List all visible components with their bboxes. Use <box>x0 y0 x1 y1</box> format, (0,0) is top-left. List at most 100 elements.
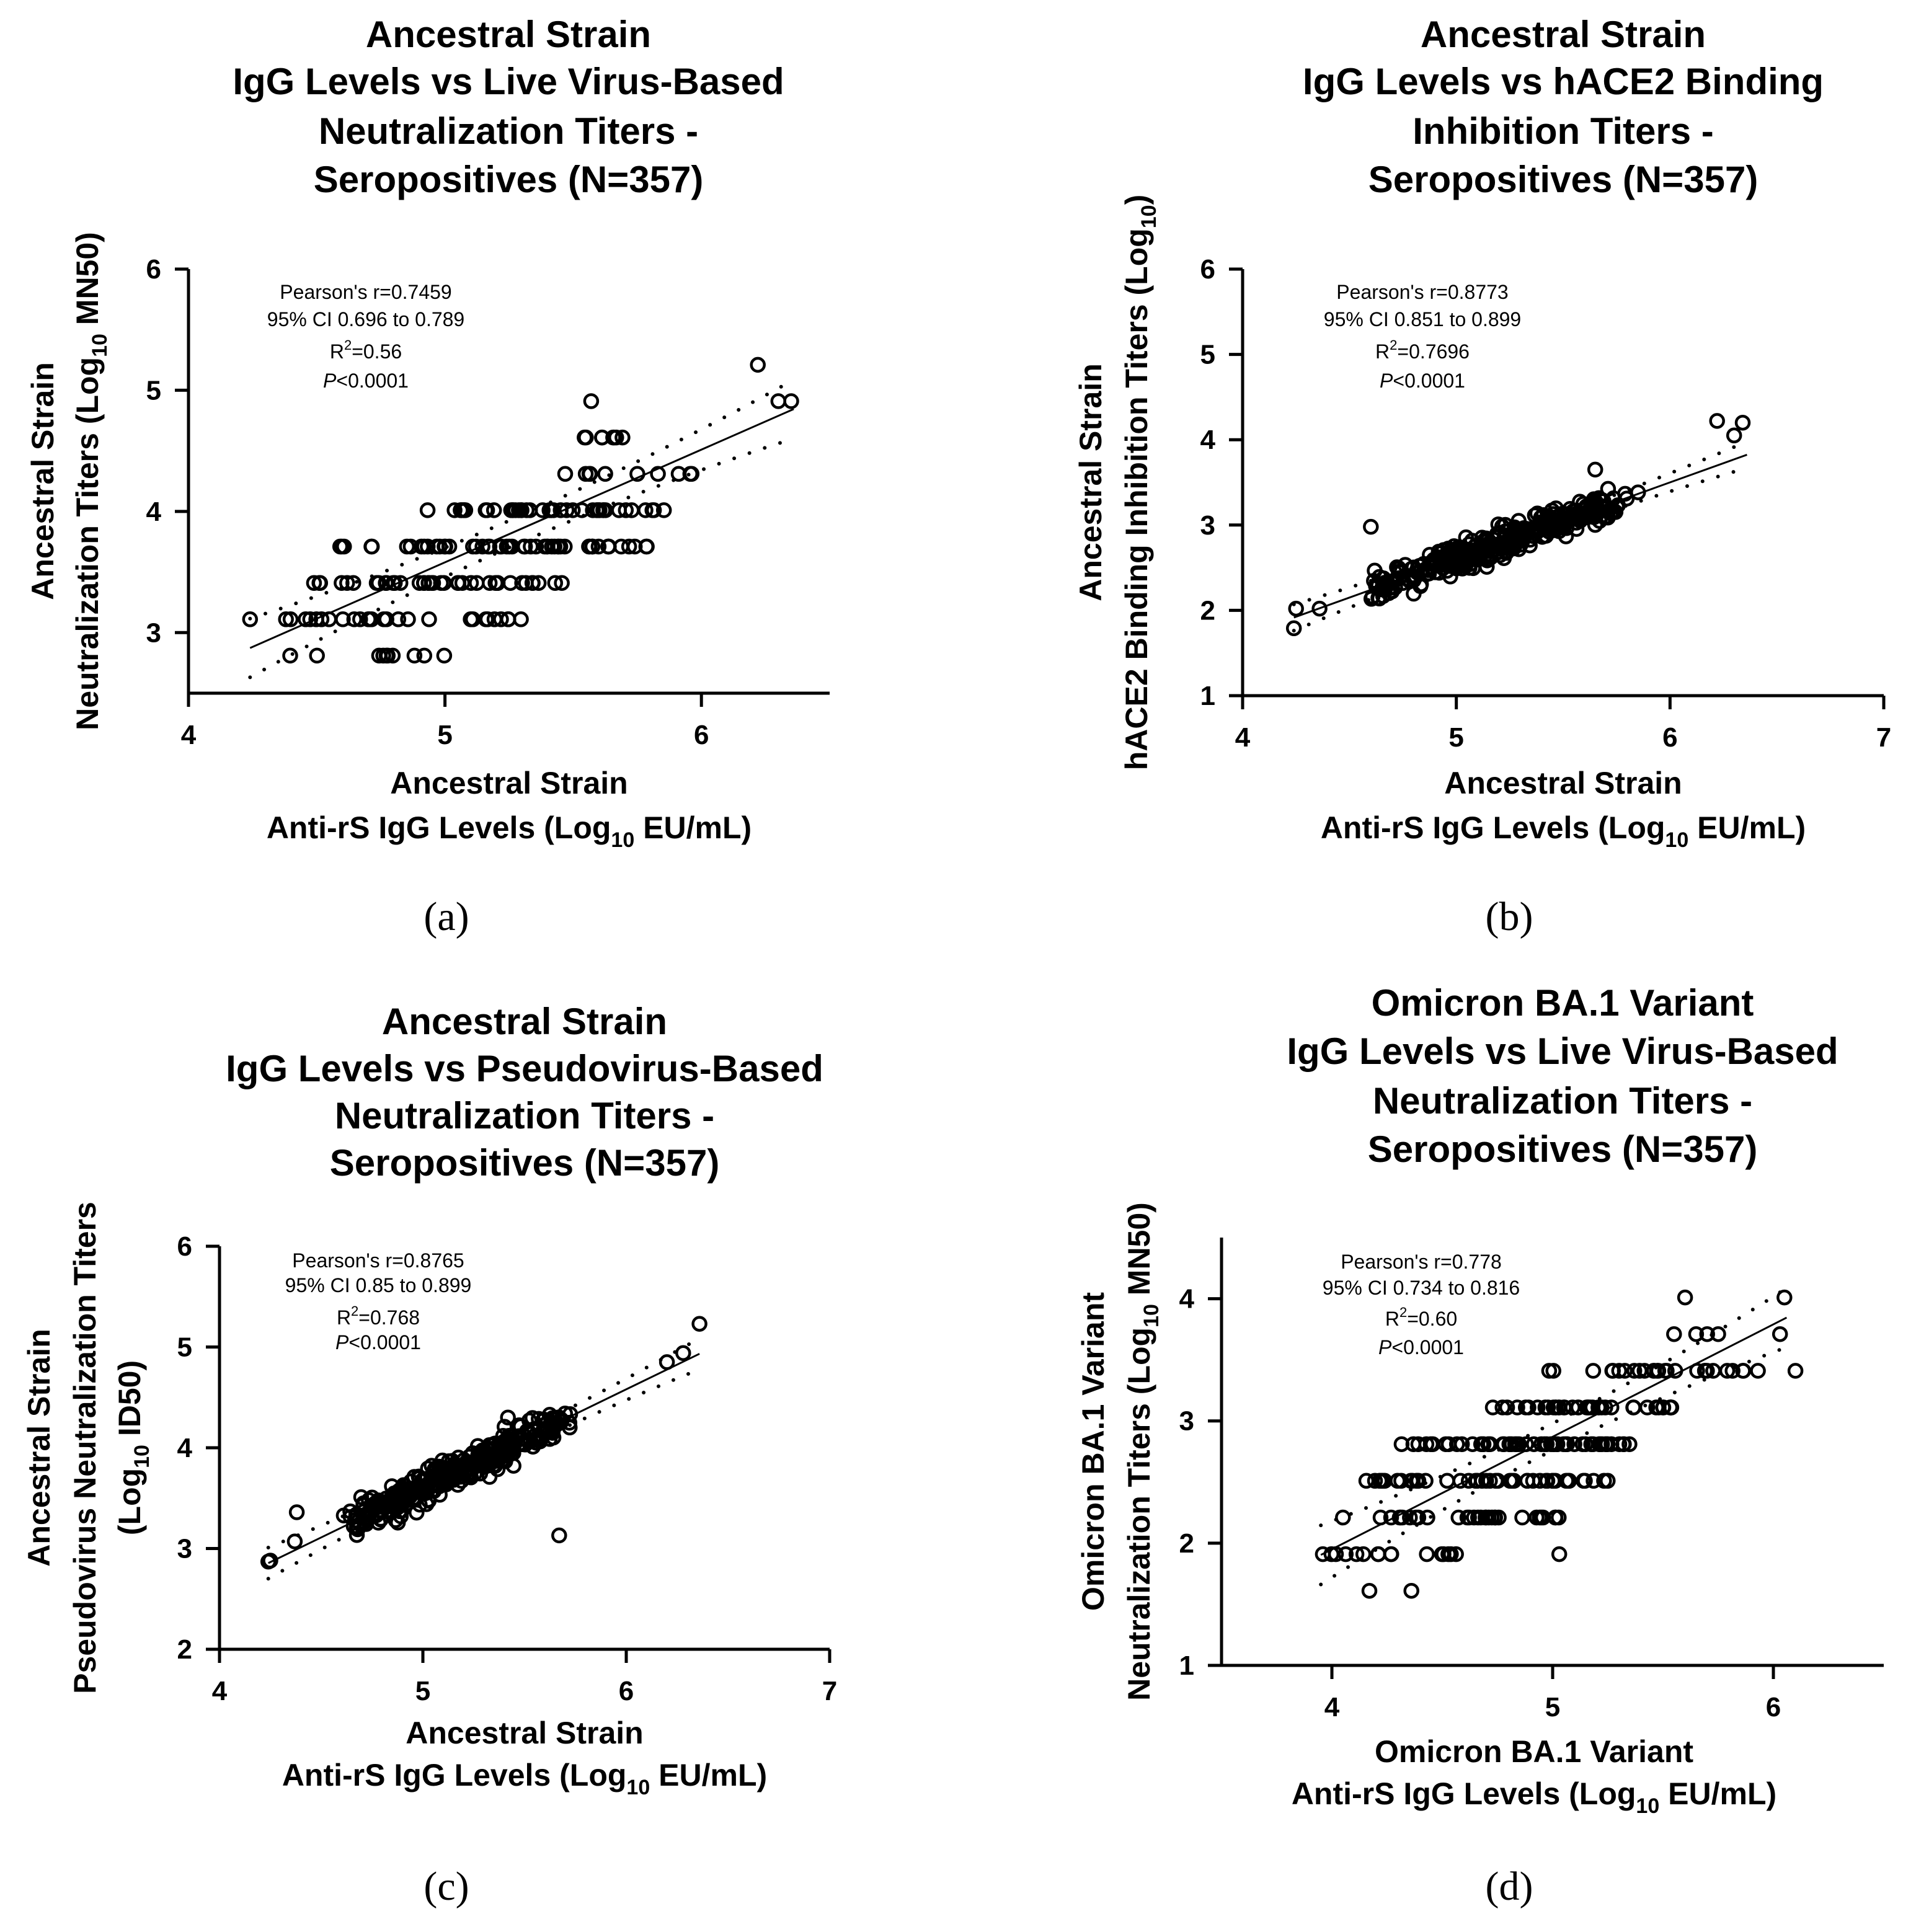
scatter-point <box>1587 461 1603 478</box>
text-span: Anti-rS IgG Levels (Log <box>1292 1776 1636 1811</box>
scatter-point <box>363 611 379 627</box>
scatter-point <box>1448 560 1465 577</box>
scatter-point <box>309 647 325 664</box>
scatter-point <box>489 575 506 591</box>
scatter-point <box>500 1409 516 1425</box>
y-tick-label: 3 <box>146 618 161 648</box>
text-span: Pseudovirus Neutralization Titers <box>68 1202 102 1694</box>
scatter-point <box>278 611 294 627</box>
panel-letter: (a) <box>424 894 469 939</box>
y-tick-label: 4 <box>177 1433 193 1463</box>
scatter-point <box>1408 1473 1425 1489</box>
scatter-point <box>469 575 485 591</box>
scatter-point <box>525 575 541 591</box>
scatter-point <box>1419 1509 1435 1526</box>
x-axis-label: Anti-rS IgG Levels (Log10 EU/mL) <box>1321 810 1806 852</box>
scatter-point <box>1572 494 1588 510</box>
y-tick-label: 3 <box>177 1534 192 1564</box>
chart-title-line: Seropositives (N=357) <box>1368 1128 1758 1170</box>
scatter-point <box>1526 1436 1542 1452</box>
scatter-point <box>1709 413 1725 429</box>
superscript: 2 <box>1399 1305 1407 1320</box>
scatter-point <box>1412 564 1429 580</box>
scatter-point <box>1419 1546 1435 1562</box>
x-tick-label: 5 <box>415 1676 430 1706</box>
stats-r-squared: R2=0.60 <box>1385 1305 1457 1330</box>
scatter-point <box>583 393 600 409</box>
y-tick-label: 4 <box>1200 425 1216 455</box>
chart-title-line: IgG Levels vs hACE2 Binding <box>1303 61 1824 102</box>
subscript: 10 <box>1137 205 1161 228</box>
scatter-point <box>1486 1509 1503 1526</box>
scatter-point <box>1617 485 1633 502</box>
scatter-point <box>1649 1363 1665 1379</box>
regression-line <box>1293 454 1747 619</box>
stats-ci: 95% CI 0.851 to 0.899 <box>1324 308 1521 330</box>
scatter-point <box>1611 1363 1628 1379</box>
text-span: R <box>1385 1308 1399 1330</box>
scatter-point <box>1492 547 1509 564</box>
scatter-point <box>552 502 569 518</box>
text-span: ID50) <box>112 1360 147 1445</box>
scatter-point <box>557 466 574 482</box>
scatter-point <box>1363 518 1379 535</box>
scatter-point <box>1596 1473 1612 1489</box>
scatter-point <box>559 502 575 518</box>
text-span: =0.768 <box>358 1306 420 1329</box>
text-span: MN50) <box>1122 1202 1156 1304</box>
y-axis-label: Pseudovirus Neutralization Titers <box>68 1202 102 1694</box>
subscript: 10 <box>88 334 112 357</box>
scatter-point <box>493 611 509 627</box>
stats-p-value: P<0.0001 <box>1380 370 1465 392</box>
scatter-point <box>436 647 453 664</box>
scatter-point <box>441 538 458 555</box>
text-span: <0.0001 <box>1391 1336 1464 1358</box>
y-tick-label: 4 <box>146 497 162 527</box>
scatter-point <box>1625 1399 1642 1416</box>
scatter-point <box>384 647 401 664</box>
scatter-point <box>1545 1399 1562 1416</box>
scatter-point <box>1520 524 1537 541</box>
scatter-point <box>378 575 394 591</box>
x-axis-label: Omicron BA.1 Variant <box>1375 1734 1693 1769</box>
scatter-point <box>1405 1436 1422 1452</box>
scatter-point <box>368 575 385 591</box>
scatter-point <box>505 1458 521 1474</box>
x-tick-label: 6 <box>694 720 709 750</box>
text-span: P <box>1378 1336 1392 1358</box>
stats-ci: 95% CI 0.85 to 0.899 <box>285 1274 472 1296</box>
confidence-band-upper <box>248 378 796 621</box>
scatter-point <box>1367 562 1383 579</box>
x-tick-label: 5 <box>1448 722 1463 753</box>
scatter-point <box>577 429 593 446</box>
scatter-point <box>389 1514 406 1531</box>
text-span: ) <box>1119 195 1154 205</box>
scatter-point <box>523 538 539 555</box>
chart-title-line: Neutralization Titers - <box>335 1095 714 1137</box>
subscript: 10 <box>130 1445 154 1468</box>
scatter-points <box>1315 1289 1804 1599</box>
scatter-point <box>1483 549 1499 565</box>
scatter-point <box>1621 1436 1638 1452</box>
text-span: EU/mL) <box>1659 1776 1776 1811</box>
scatter-point <box>242 611 259 627</box>
scatter-point <box>286 1533 303 1549</box>
scatter-point <box>551 1409 567 1425</box>
scatter-point <box>547 575 564 591</box>
scatter-point <box>1696 1363 1713 1379</box>
x-axis-label: Ancestral Strain <box>1444 766 1682 800</box>
text-span: R <box>330 340 344 363</box>
x-tick-label: 4 <box>181 720 197 750</box>
scatter-point <box>1473 1436 1489 1452</box>
scatter-point <box>1547 1509 1564 1526</box>
text-span: R <box>1375 340 1390 363</box>
text-span: Anti-rS IgG Levels (Log <box>267 810 611 845</box>
y-axis-label: hACE2 Binding Inhibition Titers (Log10) <box>1119 195 1161 770</box>
y-tick-label: 5 <box>177 1332 192 1363</box>
scatter-point <box>400 611 416 627</box>
y-tick-label: 6 <box>177 1231 192 1262</box>
stats-r-squared: R2=0.7696 <box>1375 337 1470 363</box>
scatter-point <box>1285 620 1302 637</box>
scatter-point <box>1413 578 1429 595</box>
scatter-point <box>378 611 394 627</box>
